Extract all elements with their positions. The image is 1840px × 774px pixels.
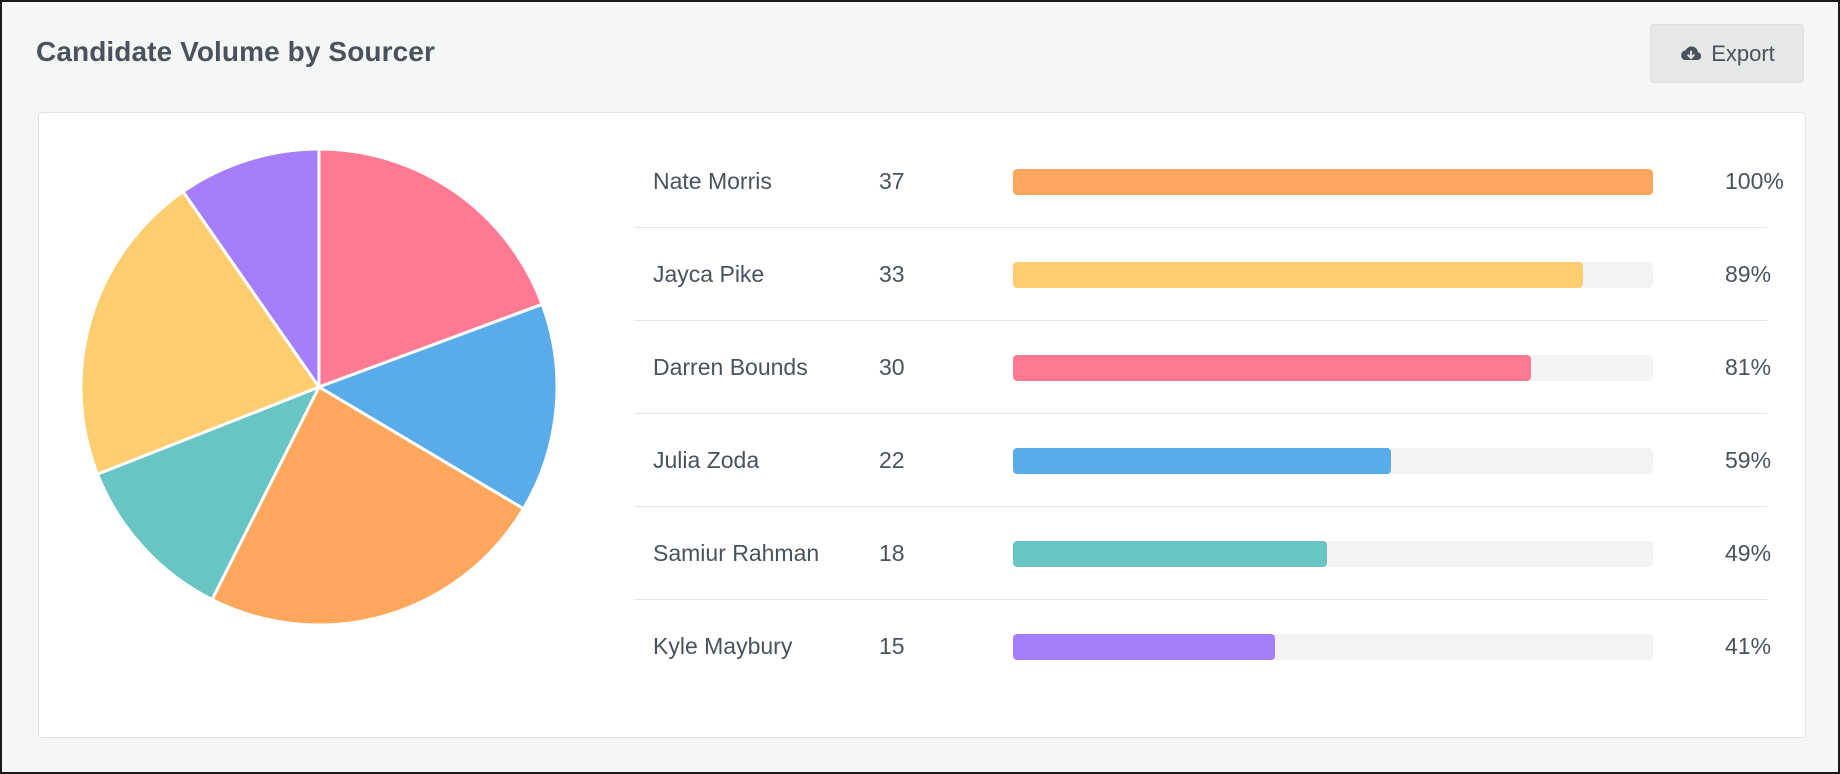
list-item: Kyle Maybury 15 41% — [635, 600, 1771, 692]
percent-label: 41% — [1725, 633, 1772, 659]
candidate-count: 22 — [879, 447, 905, 473]
sourcer-list: Nate Morris 37 100% Jayca Pike 33 89% Darren B… — [635, 135, 1784, 692]
sourcer-name: Darren Bounds — [653, 354, 808, 380]
progress-track — [1013, 448, 1653, 474]
percent-label: 81% — [1725, 354, 1772, 380]
sourcer-name: Samiur Rahman — [653, 540, 820, 566]
chart-panel: Nate Morris 37 100% Jayca Pike 33 89% Darren B… — [38, 112, 1806, 738]
percent-label: 89% — [1725, 261, 1772, 287]
list-item: Darren Bounds 30 81% — [635, 321, 1771, 414]
percent-label: 49% — [1725, 540, 1772, 566]
progress-track — [1013, 262, 1653, 288]
export-label: Export — [1711, 40, 1775, 66]
progress-track — [1013, 355, 1653, 381]
pie-slice-darren-bounds[interactable] — [317, 147, 544, 389]
progress-bar — [1013, 355, 1532, 381]
progress-track — [1013, 169, 1653, 195]
sourcer-name: Kyle Maybury — [653, 633, 793, 659]
pie-slice-samiur-rahman[interactable] — [96, 385, 321, 602]
pie-chart — [79, 147, 559, 627]
candidate-count: 18 — [879, 540, 905, 566]
list-item: Jayca Pike 33 89% — [635, 228, 1771, 321]
percent-label: 100% — [1725, 168, 1784, 194]
progress-bar — [1013, 541, 1327, 567]
list-item: Nate Morris 37 100% — [635, 135, 1784, 228]
progress-track — [1013, 541, 1653, 567]
sourcer-name: Jayca Pike — [653, 261, 765, 287]
progress-bar — [1013, 448, 1391, 474]
sourcer-name: Nate Morris — [653, 168, 772, 194]
candidate-count: 15 — [879, 633, 905, 659]
candidate-count: 33 — [879, 261, 905, 287]
progress-bar — [1013, 169, 1653, 195]
pie-slice-julia-zoda[interactable] — [317, 302, 559, 511]
list-item: Julia Zoda 22 59% — [635, 414, 1771, 507]
page-title: Candidate Volume by Sourcer — [36, 36, 435, 67]
export-button[interactable]: Export — [1650, 24, 1804, 83]
cloud-download-icon — [1681, 45, 1702, 60]
pie-slice-jayca-pike[interactable] — [79, 190, 321, 476]
progress-bar — [1013, 262, 1583, 288]
percent-label: 59% — [1725, 447, 1772, 473]
pie-slice-kyle-maybury[interactable] — [181, 147, 321, 389]
list-item: Samiur Rahman 18 49% — [635, 507, 1771, 600]
candidate-count: 37 — [879, 168, 905, 194]
candidate-count: 30 — [879, 354, 905, 380]
progress-bar — [1013, 634, 1276, 660]
sourcer-name: Julia Zoda — [653, 447, 760, 473]
progress-track — [1013, 634, 1653, 660]
